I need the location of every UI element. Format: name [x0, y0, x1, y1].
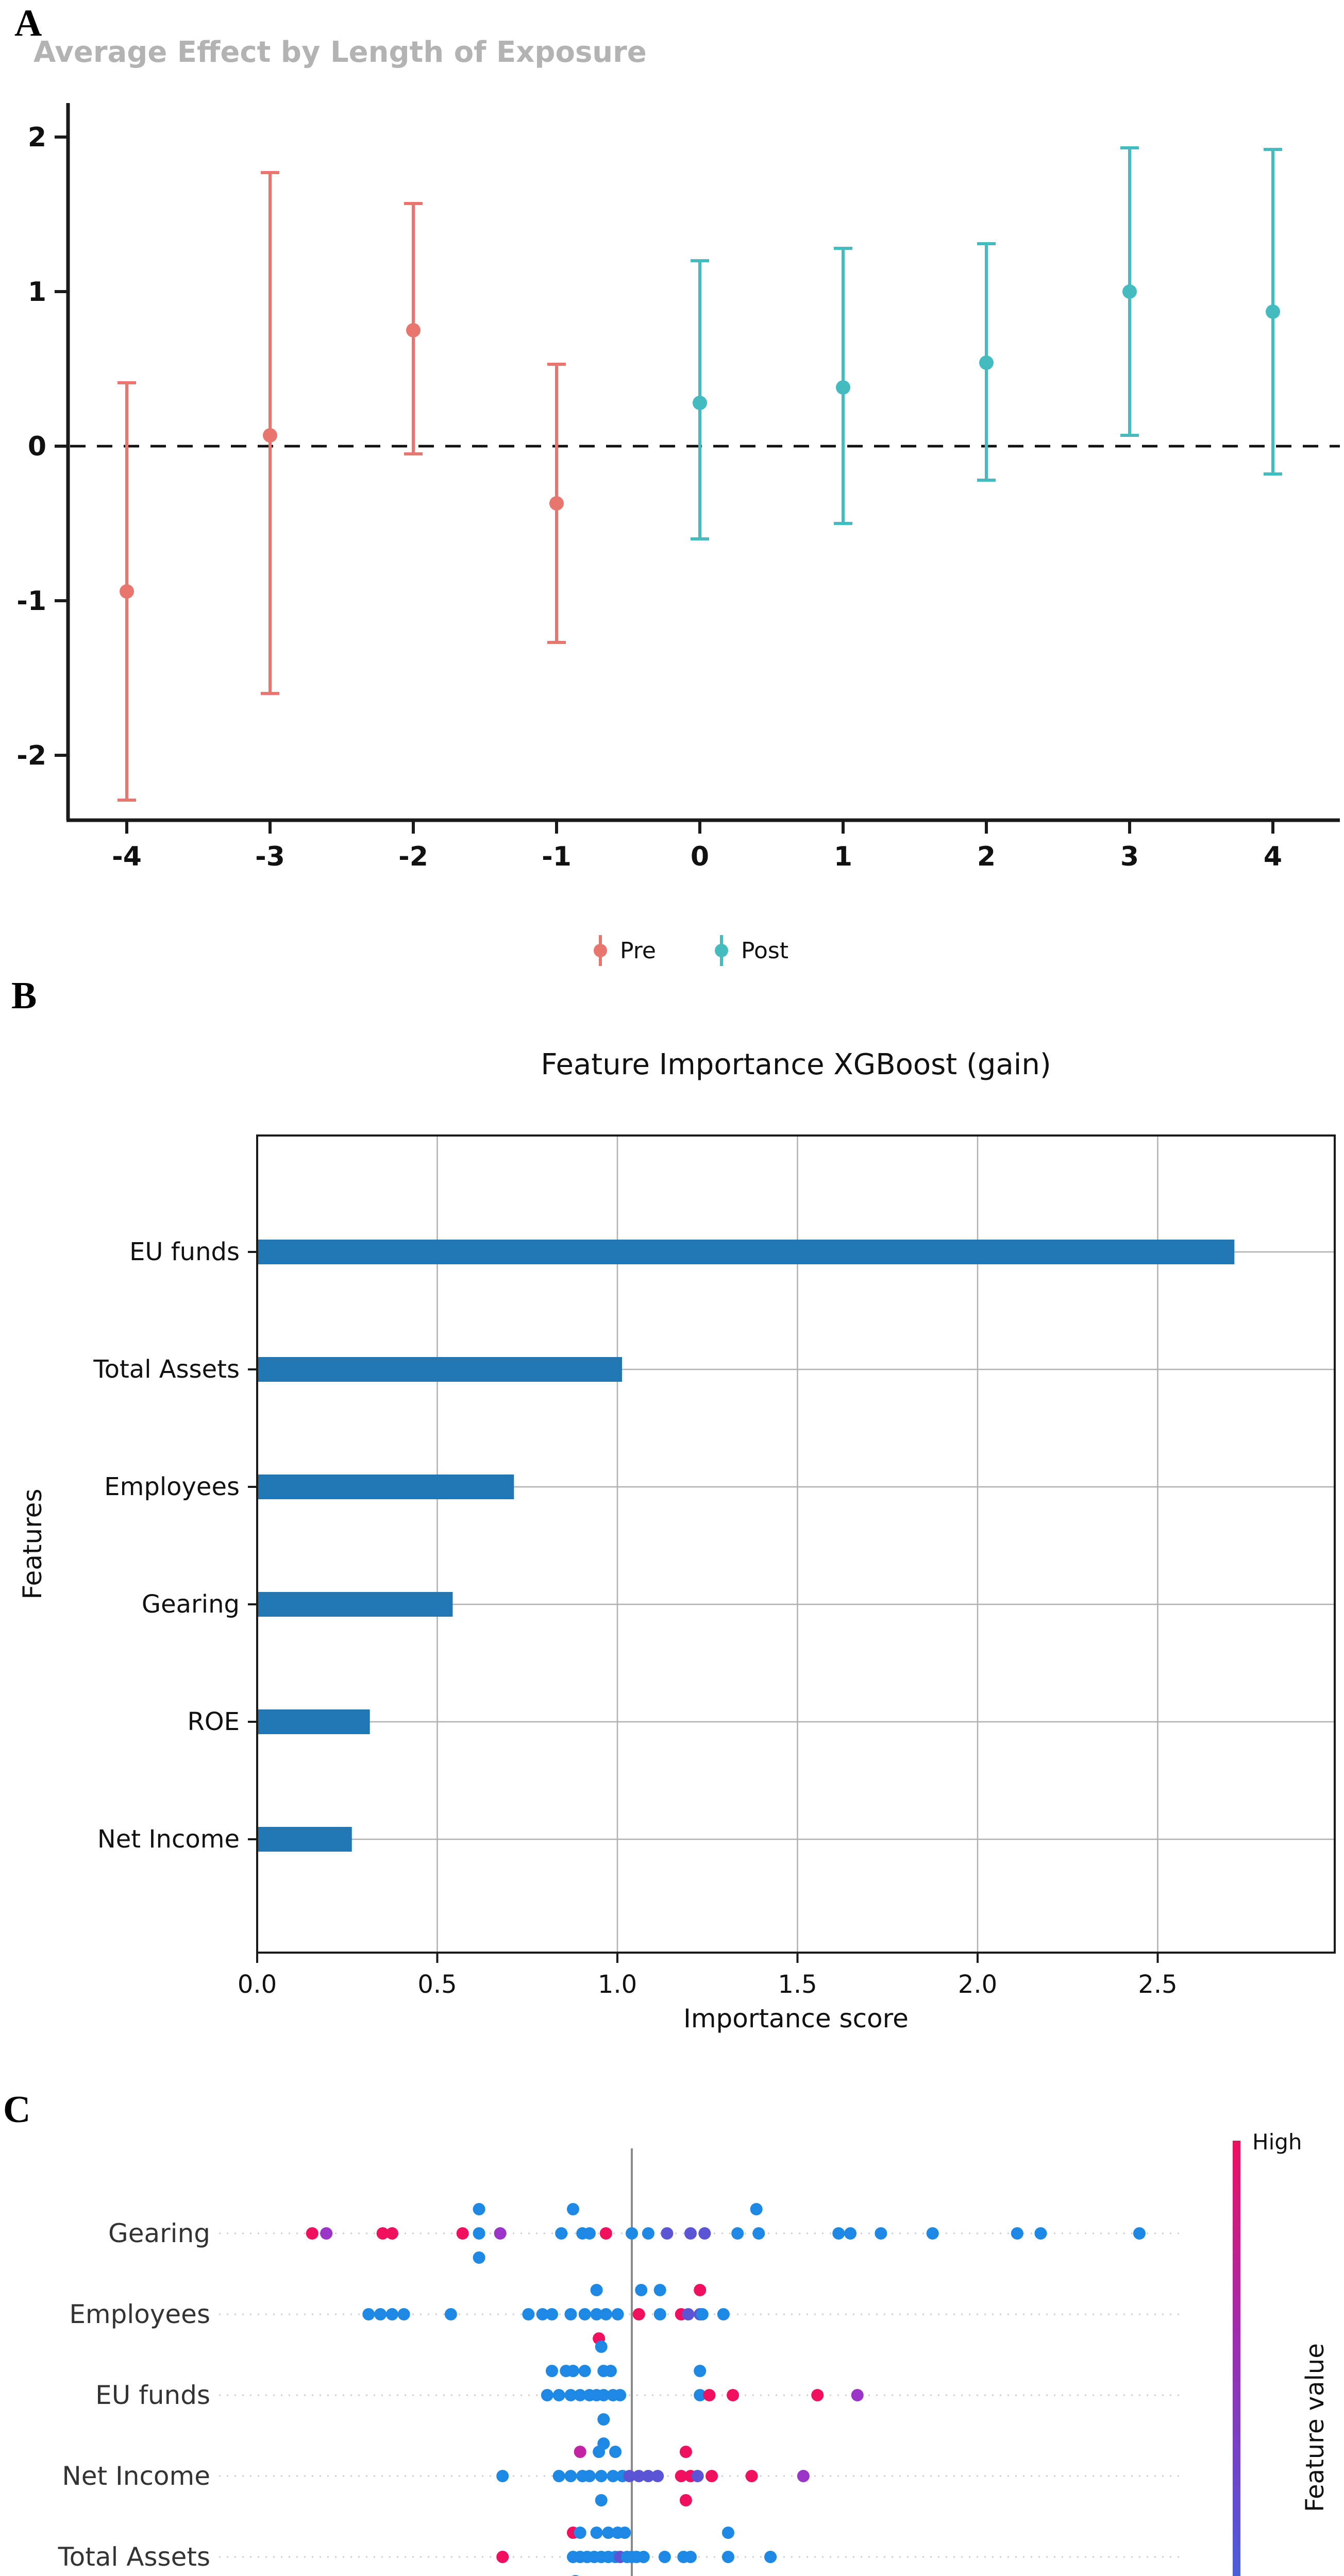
svg-text:EU funds: EU funds: [129, 1238, 240, 1266]
svg-text:0: 0: [28, 431, 46, 462]
svg-text:0.5: 0.5: [417, 1970, 457, 1999]
svg-text:Features: Features: [18, 1489, 47, 1600]
svg-text:Pre: Pre: [620, 938, 656, 964]
svg-text:1: 1: [834, 841, 852, 872]
svg-text:-1: -1: [542, 841, 572, 872]
svg-text:-1: -1: [16, 586, 46, 617]
svg-text:0: 0: [691, 841, 709, 872]
svg-text:Net Income: Net Income: [97, 1825, 240, 1854]
svg-text:Net Income: Net Income: [62, 2461, 210, 2491]
svg-text:Employees: Employees: [104, 1472, 240, 1501]
svg-text:Post: Post: [741, 938, 788, 964]
svg-text:-4: -4: [112, 841, 142, 872]
svg-text:2: 2: [977, 841, 996, 872]
svg-text:Gearing: Gearing: [108, 2218, 210, 2248]
svg-text:2.0: 2.0: [958, 1970, 997, 1999]
svg-text:1.0: 1.0: [598, 1970, 637, 1999]
svg-text:3: 3: [1120, 841, 1139, 872]
panel-c-label: C: [3, 2089, 31, 2131]
panel-b-label: B: [11, 975, 37, 1017]
event-study-errorbar-chart: Average Effect by Length of Exposure 2 1 0 -…: [16, 36, 1340, 966]
svg-text:Employees: Employees: [69, 2299, 210, 2329]
svg-text:0.0: 0.0: [238, 1970, 277, 1999]
svg-text:2.5: 2.5: [1138, 1970, 1177, 1999]
svg-text:-3: -3: [255, 841, 285, 872]
shap-beeswarm-chart: −1.5−1.0−0.50.00.51.01.52.0SHAP value (i…: [58, 2129, 1330, 2576]
svg-text:-2: -2: [16, 740, 46, 771]
svg-text:1: 1: [28, 277, 46, 308]
svg-text:4: 4: [1264, 841, 1282, 872]
svg-text:ROE: ROE: [188, 1707, 240, 1736]
svg-text:Gearing: Gearing: [142, 1590, 240, 1619]
svg-text:-2: -2: [398, 841, 428, 872]
svg-text:Importance score: Importance score: [683, 2004, 909, 2033]
svg-text:Total Assets: Total Assets: [58, 2542, 210, 2572]
svg-text:1.5: 1.5: [778, 1970, 817, 1999]
svg-text:Feature Importance XGBoost (ga: Feature Importance XGBoost (gain): [541, 1048, 1051, 1081]
svg-text:Average Effect by Length of Ex: Average Effect by Length of Exposure: [33, 36, 647, 69]
svg-text:Total Assets: Total Assets: [93, 1355, 240, 1384]
svg-text:High: High: [1252, 2129, 1302, 2155]
panel-a-label: A: [14, 2, 42, 44]
svg-text:2: 2: [28, 122, 46, 153]
svg-text:Feature value: Feature value: [1301, 2343, 1330, 2512]
feature-importance-bar-chart: Feature Importance XGBoost (gain) EU fund…: [18, 1048, 1336, 2033]
svg-text:EU funds: EU funds: [95, 2380, 210, 2410]
